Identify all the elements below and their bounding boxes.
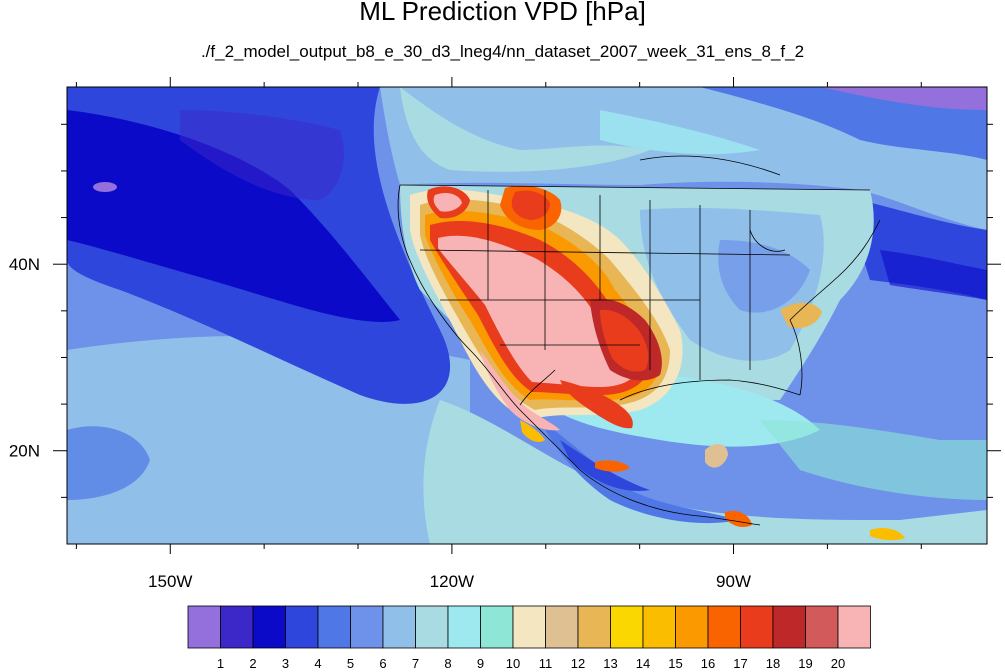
colorbar-label: 13 (603, 656, 617, 671)
colorbar-swatch (642, 605, 676, 649)
map-subtitle: ./f_2_model_output_b8_e_30_d3_lneg4/nn_d… (200, 42, 805, 61)
vpd-field (67, 87, 987, 544)
colorbar-label: 9 (477, 656, 484, 671)
colorbar-swatch (675, 605, 709, 649)
x-tick-label: 120W (430, 572, 474, 591)
x-tick-label: 150W (148, 572, 192, 591)
map-frame (66, 86, 988, 545)
colorbar-swatch (772, 605, 806, 649)
colorbar-swatch (252, 605, 286, 649)
colorbar-swatch (317, 605, 351, 649)
colorbar-label: 4 (314, 656, 321, 671)
colorbar-label: 2 (249, 656, 256, 671)
colorbar-swatch (512, 605, 546, 649)
colorbar-swatch (350, 605, 384, 649)
coastlines (397, 155, 881, 526)
colorbar-swatch (187, 605, 221, 649)
colorbar-label: 7 (412, 656, 419, 671)
colorbar-swatch (610, 605, 644, 649)
colorbar-swatch (837, 605, 871, 649)
colorbar-label: 16 (701, 656, 715, 671)
colorbar-swatch (220, 605, 254, 649)
colorbar-swatch (805, 605, 839, 649)
colorbar-label: 20 (831, 656, 845, 671)
colorbar-label: 15 (668, 656, 682, 671)
colorbar-label: 5 (347, 656, 354, 671)
colorbar-swatch (707, 605, 741, 649)
colorbar-swatch (447, 605, 481, 649)
colorbar-swatch (382, 605, 416, 649)
colorbar-label: 10 (506, 656, 520, 671)
colorbar-label: 14 (636, 656, 650, 671)
y-tick-label: 20N (9, 442, 40, 461)
colorbar-swatch (415, 605, 449, 649)
colorbar-label: 19 (798, 656, 812, 671)
colorbar (187, 605, 871, 649)
colorbar-label: 1 (217, 656, 224, 671)
axis-ticks (53, 77, 1001, 554)
x-tick-label: 90W (716, 572, 751, 591)
colorbar-swatch (545, 605, 579, 649)
colorbar-label: 6 (379, 656, 386, 671)
colorbar-label: 8 (444, 656, 451, 671)
colorbar-labels: 1 2 3 4 5 6 7 8 9 10 11 12 13 14 15 16 1… (217, 656, 845, 671)
colorbar-label: 18 (766, 656, 780, 671)
colorbar-label: 17 (733, 656, 747, 671)
y-tick-label: 40N (9, 255, 40, 274)
colorbar-swatch (740, 605, 774, 649)
colorbar-label: 12 (571, 656, 585, 671)
colorbar-swatch (577, 605, 611, 649)
map-title: ML Prediction VPD [hPa] (359, 0, 646, 26)
colorbar-swatch (480, 605, 514, 649)
colorbar-label: 11 (539, 656, 553, 671)
vpd-hotspots (410, 185, 905, 541)
colorbar-swatch (285, 605, 319, 649)
colorbar-label: 3 (282, 656, 289, 671)
